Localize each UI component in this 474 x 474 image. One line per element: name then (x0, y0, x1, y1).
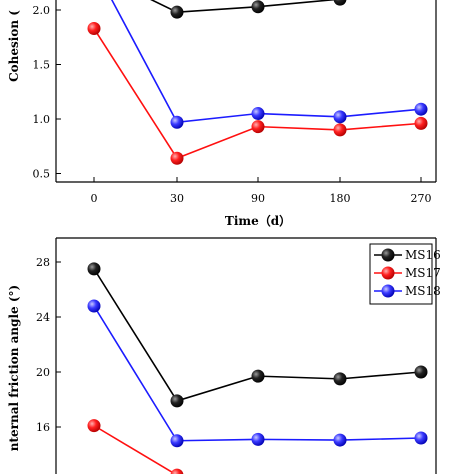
bottom-point-ms17 (87, 419, 101, 433)
friction-angle-chart: 16 20 24 28 nternal friction angle (°) MS16… (7, 237, 441, 474)
bottom-point-ms18 (170, 434, 184, 448)
top-y-tick-label: 1.0 (33, 113, 51, 126)
bottom-point-ms16 (251, 369, 265, 383)
legend: MS16 MS17 MS18 (369, 243, 441, 305)
top-point-ms17 (251, 120, 265, 134)
top-y-axis-title: Cohesion ( (7, 10, 21, 82)
top-x-tick-label: 180 (330, 192, 351, 205)
top-point-ms17 (87, 22, 101, 36)
top-point-ms17 (170, 151, 184, 165)
top-x-axis-title: Time（d） (225, 213, 291, 228)
top-point-ms16 (251, 0, 265, 14)
bottom-y-tick-label: 16 (36, 421, 50, 434)
top-point-ms17 (333, 123, 347, 137)
top-point-ms16 (333, 0, 347, 6)
legend-label-ms18: MS18 (405, 284, 441, 298)
top-x-tick-label: 90 (251, 192, 265, 205)
top-y-tick-label: 2.0 (33, 4, 51, 17)
top-series-line-ms17 (93, 28, 422, 160)
legend-marker-ms18 (381, 284, 395, 298)
bottom-point-ms16 (87, 262, 101, 276)
cohesion-chart: 0.5 1.0 1.5 2.0 0 30 90 180 270 Time（d） Cohesion… (7, 0, 437, 228)
top-x-tick-label: 0 (91, 192, 98, 205)
top-point-ms18 (170, 115, 184, 129)
top-point-ms18 (251, 107, 265, 121)
legend-marker-ms17 (381, 266, 395, 280)
legend-label-ms17: MS17 (405, 266, 441, 280)
bottom-y-axis-title: nternal friction angle (°) (7, 285, 21, 451)
bottom-series-line-ms17 (93, 424, 177, 474)
top-point-ms18 (414, 102, 428, 116)
bottom-point-ms18 (87, 299, 101, 313)
bottom-point-ms17 (170, 468, 184, 474)
bottom-point-ms16 (170, 394, 184, 408)
legend-label-ms16: MS16 (405, 248, 441, 262)
top-point-ms16 (170, 5, 184, 19)
bottom-point-ms16 (333, 372, 347, 386)
bottom-point-ms18 (251, 432, 265, 446)
legend-box (369, 243, 433, 305)
top-point-ms17 (414, 116, 428, 130)
legend-marker-ms16 (381, 248, 395, 262)
bottom-y-tick-label: 28 (36, 256, 50, 269)
bottom-y-tick-label: 24 (36, 311, 50, 324)
top-x-tick-label: 270 (411, 192, 432, 205)
bottom-point-ms18 (333, 433, 347, 447)
bottom-y-tick-label: 20 (36, 366, 50, 379)
bottom-point-ms18 (414, 431, 428, 445)
top-x-tick-label: 30 (170, 192, 184, 205)
top-y-tick-label: 1.5 (33, 59, 51, 72)
top-y-tick-label: 0.5 (33, 168, 51, 181)
top-point-ms18 (333, 110, 347, 124)
bottom-point-ms16 (414, 365, 428, 379)
